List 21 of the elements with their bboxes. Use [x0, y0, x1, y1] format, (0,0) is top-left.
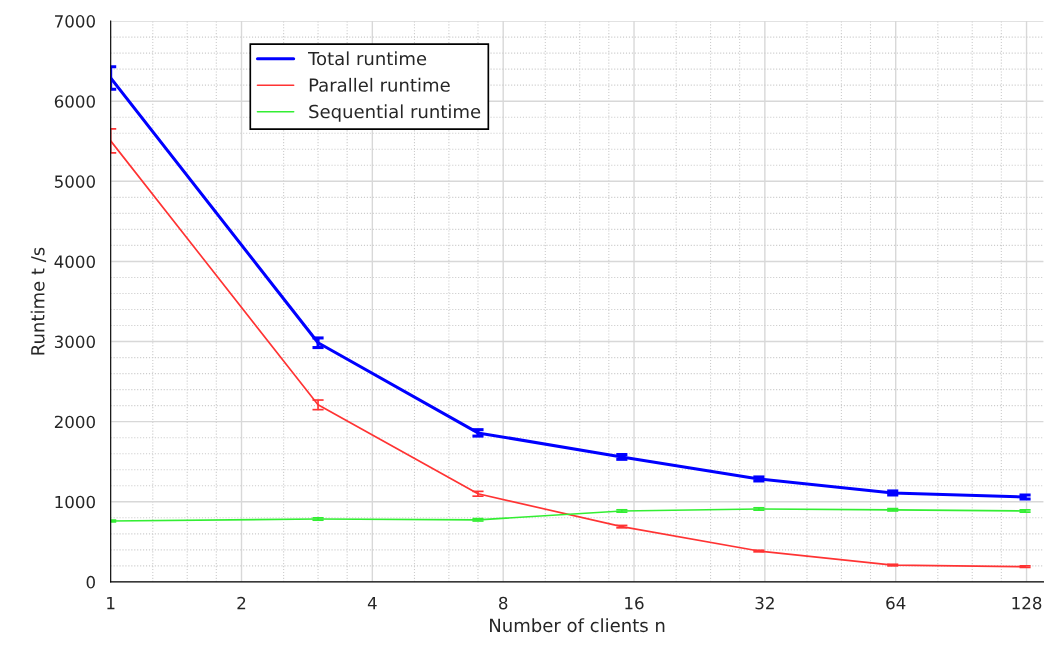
y-tick-label: 2000: [54, 415, 95, 429]
y-tick-label: 0: [86, 575, 95, 589]
y-tick-label: 5000: [54, 175, 95, 188]
y-tick-label: 6000: [54, 95, 95, 108]
x-tick-label: 4: [367, 596, 377, 610]
x-tick-label: 8: [499, 596, 508, 610]
y-tick-label: 1000: [55, 495, 95, 509]
legend-label: Sequential runtime: [309, 104, 481, 122]
x-tick-label: 2: [237, 596, 246, 610]
x-tick-label: 32: [755, 596, 774, 610]
legend-label: Parallel runtime: [309, 77, 450, 92]
x-tick-label: 128: [1012, 596, 1042, 610]
x-tick-label: 16: [625, 596, 644, 610]
y-axis-title: Runtime t /s: [30, 247, 47, 355]
x-tick-label: 64: [886, 596, 906, 610]
y-tick-label: 7000: [55, 15, 95, 28]
x-tick-label: 1: [107, 596, 115, 610]
legend-label: Total runtime: [308, 51, 427, 66]
x-axis-title: Number of clients n: [490, 618, 665, 633]
y-tick-label: 3000: [54, 335, 95, 349]
y-tick-label: 4000: [54, 255, 95, 268]
